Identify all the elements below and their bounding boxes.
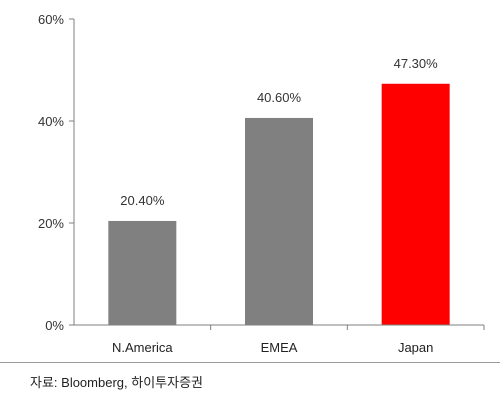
data-label: 20.40%	[120, 193, 165, 208]
bars: 20.40% 40.60% 47.30%	[108, 56, 450, 326]
footer-divider	[0, 362, 500, 363]
y-tick-label: 20%	[38, 216, 64, 231]
x-tick-label: Japan	[398, 340, 433, 355]
data-label: 40.60%	[257, 90, 302, 105]
x-tick-label: N.America	[112, 340, 173, 355]
y-tick-label: 0%	[45, 318, 64, 333]
x-tick-label: EMEA	[261, 340, 298, 355]
bar-chart: 0% 20% 40% 60% 20.40% 40.60% 47.30% N.America…	[38, 12, 485, 355]
x-axis: N.America EMEA Japan	[74, 324, 485, 355]
y-tick-label: 40%	[38, 114, 64, 129]
data-label: 47.30%	[394, 56, 439, 71]
bar-japan	[381, 83, 450, 326]
y-tick-label: 60%	[38, 12, 64, 27]
bar-emea	[245, 117, 313, 325]
source-note: 자료: Bloomberg, 하이투자증권	[30, 375, 203, 390]
bar-n-america	[108, 220, 177, 325]
y-axis: 0% 20% 40% 60%	[38, 12, 75, 333]
